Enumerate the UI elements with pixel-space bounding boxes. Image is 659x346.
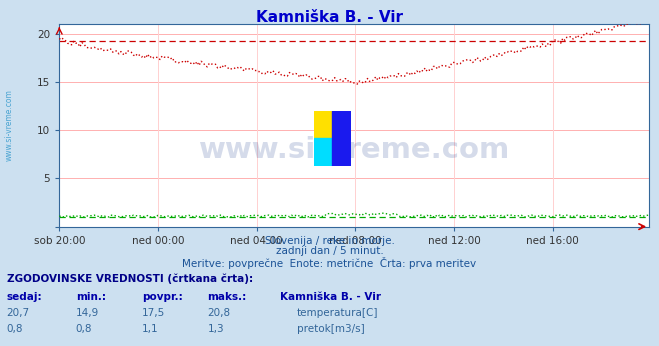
Text: 1,1: 1,1 bbox=[142, 324, 158, 334]
Text: 17,5: 17,5 bbox=[142, 308, 165, 318]
Bar bbox=[314, 138, 333, 166]
Text: 0,8: 0,8 bbox=[76, 324, 92, 334]
Text: maks.:: maks.: bbox=[208, 292, 247, 302]
Text: temperatura[C]: temperatura[C] bbox=[297, 308, 378, 318]
Text: min.:: min.: bbox=[76, 292, 106, 302]
Text: www.si-vreme.com: www.si-vreme.com bbox=[198, 136, 510, 164]
Text: pretok[m3/s]: pretok[m3/s] bbox=[297, 324, 364, 334]
Text: 20,8: 20,8 bbox=[208, 308, 231, 318]
Text: Slovenija / reke in morje.: Slovenija / reke in morje. bbox=[264, 236, 395, 246]
Text: Meritve: povprečne  Enote: metrične  Črta: prva meritev: Meritve: povprečne Enote: metrične Črta:… bbox=[183, 257, 476, 269]
Text: 14,9: 14,9 bbox=[76, 308, 99, 318]
Text: Kamniška B. - Vir: Kamniška B. - Vir bbox=[256, 10, 403, 25]
Text: 20,7: 20,7 bbox=[7, 308, 30, 318]
Bar bbox=[333, 111, 351, 166]
Text: www.si-vreme.com: www.si-vreme.com bbox=[5, 90, 14, 161]
Text: 1,3: 1,3 bbox=[208, 324, 224, 334]
Text: 0,8: 0,8 bbox=[7, 324, 23, 334]
Text: zadnji dan / 5 minut.: zadnji dan / 5 minut. bbox=[275, 246, 384, 256]
Text: Kamniška B. - Vir: Kamniška B. - Vir bbox=[280, 292, 381, 302]
Text: povpr.:: povpr.: bbox=[142, 292, 183, 302]
Bar bbox=[314, 111, 333, 138]
Text: ZGODOVINSKE VREDNOSTI (črtkana črta):: ZGODOVINSKE VREDNOSTI (črtkana črta): bbox=[7, 273, 252, 284]
Text: sedaj:: sedaj: bbox=[7, 292, 42, 302]
